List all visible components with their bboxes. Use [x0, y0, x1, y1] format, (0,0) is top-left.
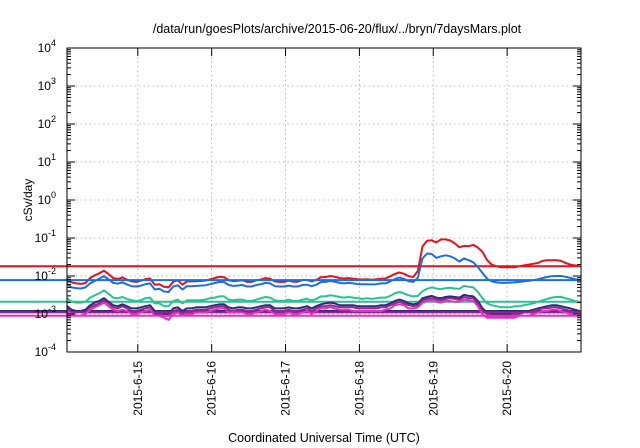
y-tick-label: 10-1: [35, 228, 56, 245]
y-tick-label-exponent: -4: [48, 342, 56, 352]
y-tick-label-base: 10: [38, 41, 52, 55]
series-line-2: [0, 252, 581, 293]
y-tick-label-base: 10: [38, 193, 52, 207]
x-tick-label: 2015-6-17: [279, 361, 293, 416]
y-tick-label-exponent: 1: [51, 152, 56, 162]
y-tick-label-exponent: -3: [48, 304, 56, 314]
x-tick-label: 2015-6-19: [426, 361, 440, 416]
x-tick-label: 2015-6-16: [205, 361, 219, 416]
y-axis-label: cSv/day: [21, 179, 35, 222]
y-tick-label-base: 10: [38, 79, 52, 93]
x-tick-label: 2015-6-18: [352, 361, 366, 416]
x-tick-label: 2015-6-15: [131, 361, 145, 416]
x-tick-label: 2015-6-20: [500, 361, 514, 416]
series-line-4: [0, 293, 581, 315]
y-tick-label: 100: [38, 190, 56, 207]
y-tick-label-exponent: 4: [51, 38, 56, 48]
x-axis: 2015-6-15 2015-6-16 2015-6-17 2015-6-18 2015…: [131, 48, 514, 416]
y-tick-label-base: 10: [38, 117, 52, 131]
y-tick-label-base: 10: [35, 269, 49, 283]
y-tick-label: 101: [38, 152, 56, 169]
y-tick-label-exponent: -1: [48, 228, 56, 238]
y-tick-label-exponent: 0: [51, 190, 56, 200]
y-tick-label: 103: [38, 76, 56, 93]
y-tick-label: 10-2: [35, 266, 56, 283]
y-tick-label-base: 10: [35, 345, 49, 359]
y-tick-label-exponent: 3: [51, 76, 56, 86]
series-layer: [0, 238, 581, 321]
y-tick-label: 104: [38, 38, 56, 55]
series-line-3: [0, 284, 581, 309]
y-tick-label: 102: [38, 114, 56, 131]
y-tick-label: 10-3: [35, 304, 56, 321]
y-tick-label-exponent: -2: [48, 266, 56, 276]
y-tick-label: 10-4: [35, 342, 56, 359]
series-line-6: [0, 298, 581, 321]
chart-title: /data/run/goesPlots/archive/2015-06-20/f…: [153, 22, 522, 36]
y-tick-label-base: 10: [38, 155, 52, 169]
y-tick-label-base: 10: [35, 307, 49, 321]
y-tick-label-exponent: 2: [51, 114, 56, 124]
y-tick-label-base: 10: [35, 231, 49, 245]
x-axis-label: Coordinated Universal Time (UTC): [228, 431, 420, 445]
